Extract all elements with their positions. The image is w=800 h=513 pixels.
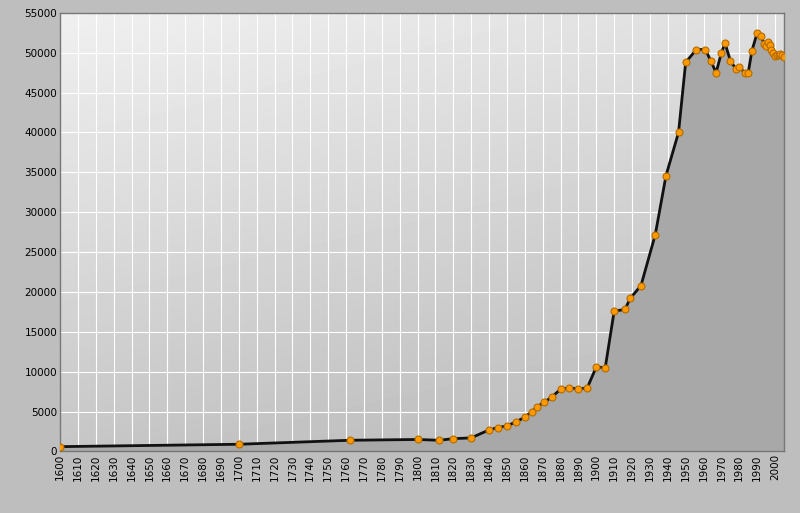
Point <box>758 40 770 48</box>
Point <box>730 65 742 73</box>
Point <box>554 385 567 393</box>
Point <box>491 423 504 431</box>
Point <box>572 385 585 393</box>
Point <box>649 230 662 239</box>
Point <box>531 403 544 411</box>
Point <box>763 41 776 49</box>
Point <box>518 413 531 421</box>
Point <box>776 51 789 59</box>
Point <box>526 407 538 416</box>
Point <box>754 32 767 40</box>
Point <box>724 56 737 65</box>
Point <box>746 47 758 55</box>
Point <box>710 69 722 77</box>
Point <box>501 422 514 430</box>
Point <box>465 434 478 442</box>
Point <box>599 364 612 372</box>
Point <box>762 38 774 47</box>
Point <box>618 305 631 313</box>
Point <box>672 128 685 136</box>
Point <box>738 69 751 77</box>
Point <box>660 171 673 180</box>
Point <box>590 363 602 371</box>
Point <box>715 49 728 57</box>
Point <box>433 436 446 444</box>
Point <box>482 426 495 434</box>
Point <box>690 46 703 54</box>
Point <box>770 51 783 59</box>
Point <box>750 29 763 37</box>
Point <box>760 42 773 50</box>
Point <box>742 69 754 77</box>
Point <box>774 50 787 58</box>
Point <box>581 384 594 392</box>
Point <box>733 63 746 71</box>
Point <box>232 440 245 448</box>
Point <box>699 46 712 54</box>
Point <box>608 307 621 315</box>
Point <box>54 443 66 451</box>
Point <box>624 294 637 303</box>
Point <box>563 384 576 392</box>
Point <box>778 52 790 61</box>
Point <box>767 49 780 57</box>
Point <box>343 436 356 444</box>
Point <box>718 39 731 47</box>
Point <box>447 435 460 443</box>
Point <box>634 282 647 290</box>
Point <box>679 58 692 66</box>
Point <box>411 436 424 444</box>
Point <box>538 398 551 406</box>
Point <box>546 393 558 401</box>
Point <box>704 56 717 65</box>
Point <box>772 51 785 59</box>
Point <box>769 52 782 60</box>
Point <box>765 46 778 54</box>
Point <box>510 418 522 426</box>
